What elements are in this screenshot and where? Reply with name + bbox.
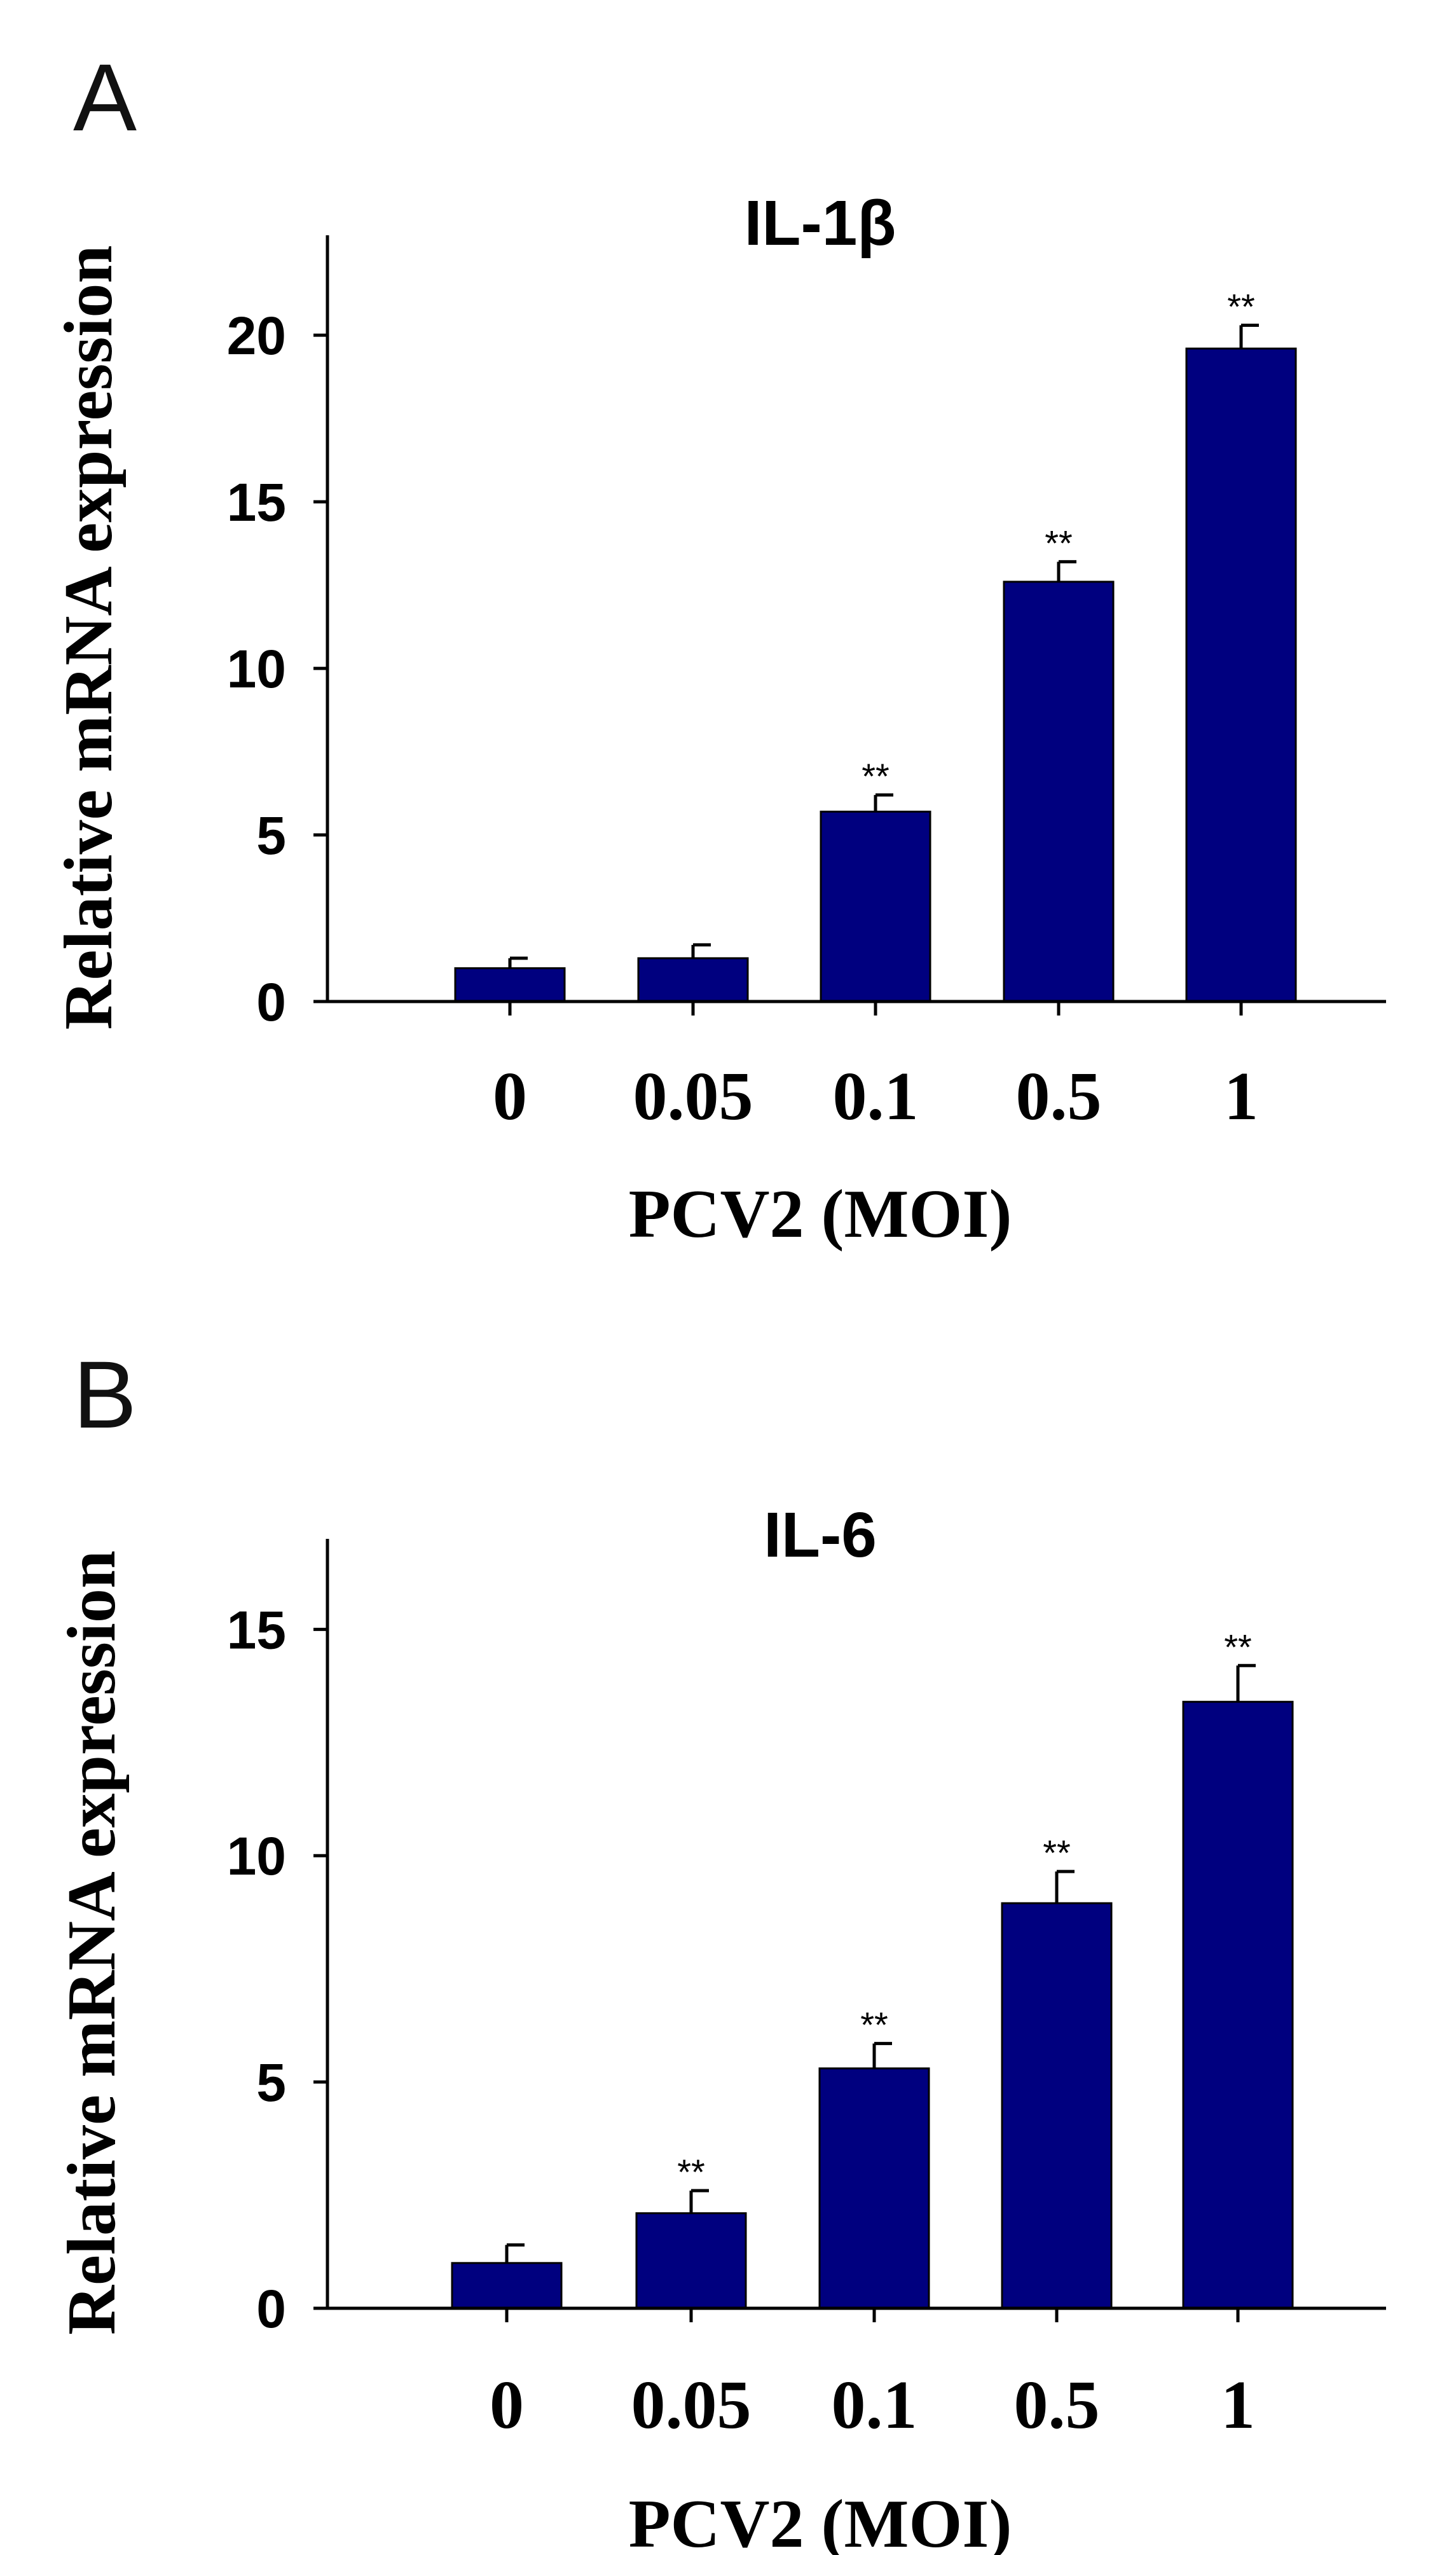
panel-letter: B xyxy=(73,1341,137,1448)
y-tick-label: 15 xyxy=(227,1600,286,1660)
y-tick-label: 10 xyxy=(227,1826,286,1886)
panel-letter: A xyxy=(73,44,137,151)
significance-marker: ** xyxy=(860,2005,888,2045)
bar-0.05 xyxy=(637,957,749,1003)
y-tick-label: 20 xyxy=(227,306,286,366)
bar-1 xyxy=(1185,347,1297,1003)
x-tick-label: 0.1 xyxy=(832,2367,917,2443)
significance-marker: ** xyxy=(1227,286,1255,326)
x-tick-label: 0.5 xyxy=(1016,1059,1102,1134)
x-tick-label: 1 xyxy=(1224,1059,1258,1134)
x-axis-title: PCV2 (MOI) xyxy=(629,2486,1012,2555)
x-tick-label: 0.05 xyxy=(633,1059,753,1134)
y-tick-label: 5 xyxy=(256,806,286,865)
y-tick-label: 15 xyxy=(227,472,286,532)
x-tick-label: 0.05 xyxy=(631,2367,752,2443)
y-tick-label: 10 xyxy=(227,639,286,699)
bar-0 xyxy=(454,967,566,1003)
chart-title: IL-1β xyxy=(745,188,896,259)
y-tick-label: 5 xyxy=(256,2053,286,2112)
bar-0.05 xyxy=(635,2212,747,2310)
bar-0.1 xyxy=(820,810,931,1003)
chart-title: IL-6 xyxy=(764,1499,877,1571)
y-tick-label: 0 xyxy=(256,972,286,1032)
bar-1 xyxy=(1182,1700,1294,2310)
x-tick-label: 0 xyxy=(493,1059,527,1134)
bar-0.5 xyxy=(1003,581,1115,1003)
significance-marker: ** xyxy=(1224,1627,1252,1667)
y-axis-title: Relative mRNA expression xyxy=(54,1550,130,2335)
y-tick-label: 0 xyxy=(256,2279,286,2339)
x-tick-label: 0.5 xyxy=(1014,2367,1100,2443)
x-tick-label: 1 xyxy=(1221,2367,1255,2443)
bar-0.5 xyxy=(1001,1902,1113,2310)
y-axis-title: Relative mRNA expression xyxy=(51,245,127,1030)
significance-marker: ** xyxy=(677,2152,705,2192)
bar-0.1 xyxy=(818,2067,930,2310)
significance-marker: ** xyxy=(862,756,889,796)
significance-marker: ** xyxy=(1045,523,1073,563)
bar-0 xyxy=(451,2262,563,2310)
x-tick-label: 0 xyxy=(490,2367,524,2443)
significance-marker: ** xyxy=(1043,1833,1071,1873)
x-tick-label: 0.1 xyxy=(833,1059,919,1134)
x-axis-title: PCV2 (MOI) xyxy=(629,1176,1012,1252)
